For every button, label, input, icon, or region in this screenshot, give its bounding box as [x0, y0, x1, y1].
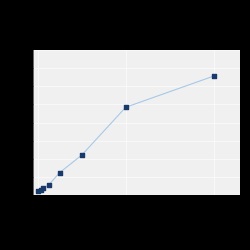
X-axis label: Mouse Protein reprimo
Concentration (ng/ml): Mouse Protein reprimo Concentration (ng/…	[101, 207, 172, 218]
Point	[212, 74, 216, 78]
Point	[47, 183, 51, 187]
Point	[41, 186, 45, 190]
Point	[36, 190, 40, 194]
Point	[58, 170, 62, 174]
Point	[124, 105, 128, 109]
Y-axis label: OD: OD	[11, 118, 16, 128]
Point	[38, 188, 42, 192]
Point	[80, 153, 84, 157]
